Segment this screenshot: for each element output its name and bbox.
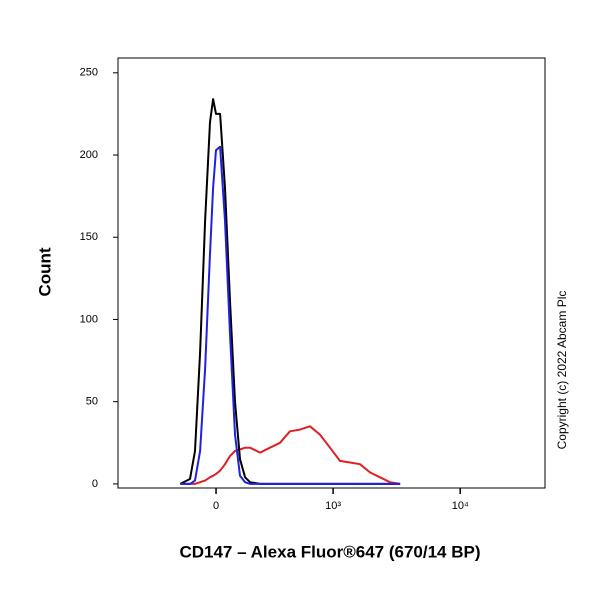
series-line [180, 425, 401, 485]
y-tick-label: 250 [80, 67, 98, 79]
y-axis-title: Count [35, 247, 54, 296]
y-tick-label: 200 [80, 149, 98, 161]
y-tick-label: 0 [92, 478, 98, 490]
copyright: Copyright (c) 2022 Abcam Plc [555, 291, 569, 450]
y-tick-label: 50 [86, 396, 98, 408]
plot-frame [117, 57, 546, 489]
y-tick-label: 100 [80, 313, 98, 325]
y-tick-label: 150 [80, 231, 98, 243]
series-line [179, 98, 401, 485]
x-axis-title: CD147 – Alexa Fluor®647 (670/14 BP) [179, 542, 480, 561]
x-tick-label: 10³ [325, 500, 341, 512]
x-tick-label: 0 [213, 500, 219, 512]
x-tick-label: 10⁴ [452, 500, 469, 512]
series-line [180, 145, 401, 485]
